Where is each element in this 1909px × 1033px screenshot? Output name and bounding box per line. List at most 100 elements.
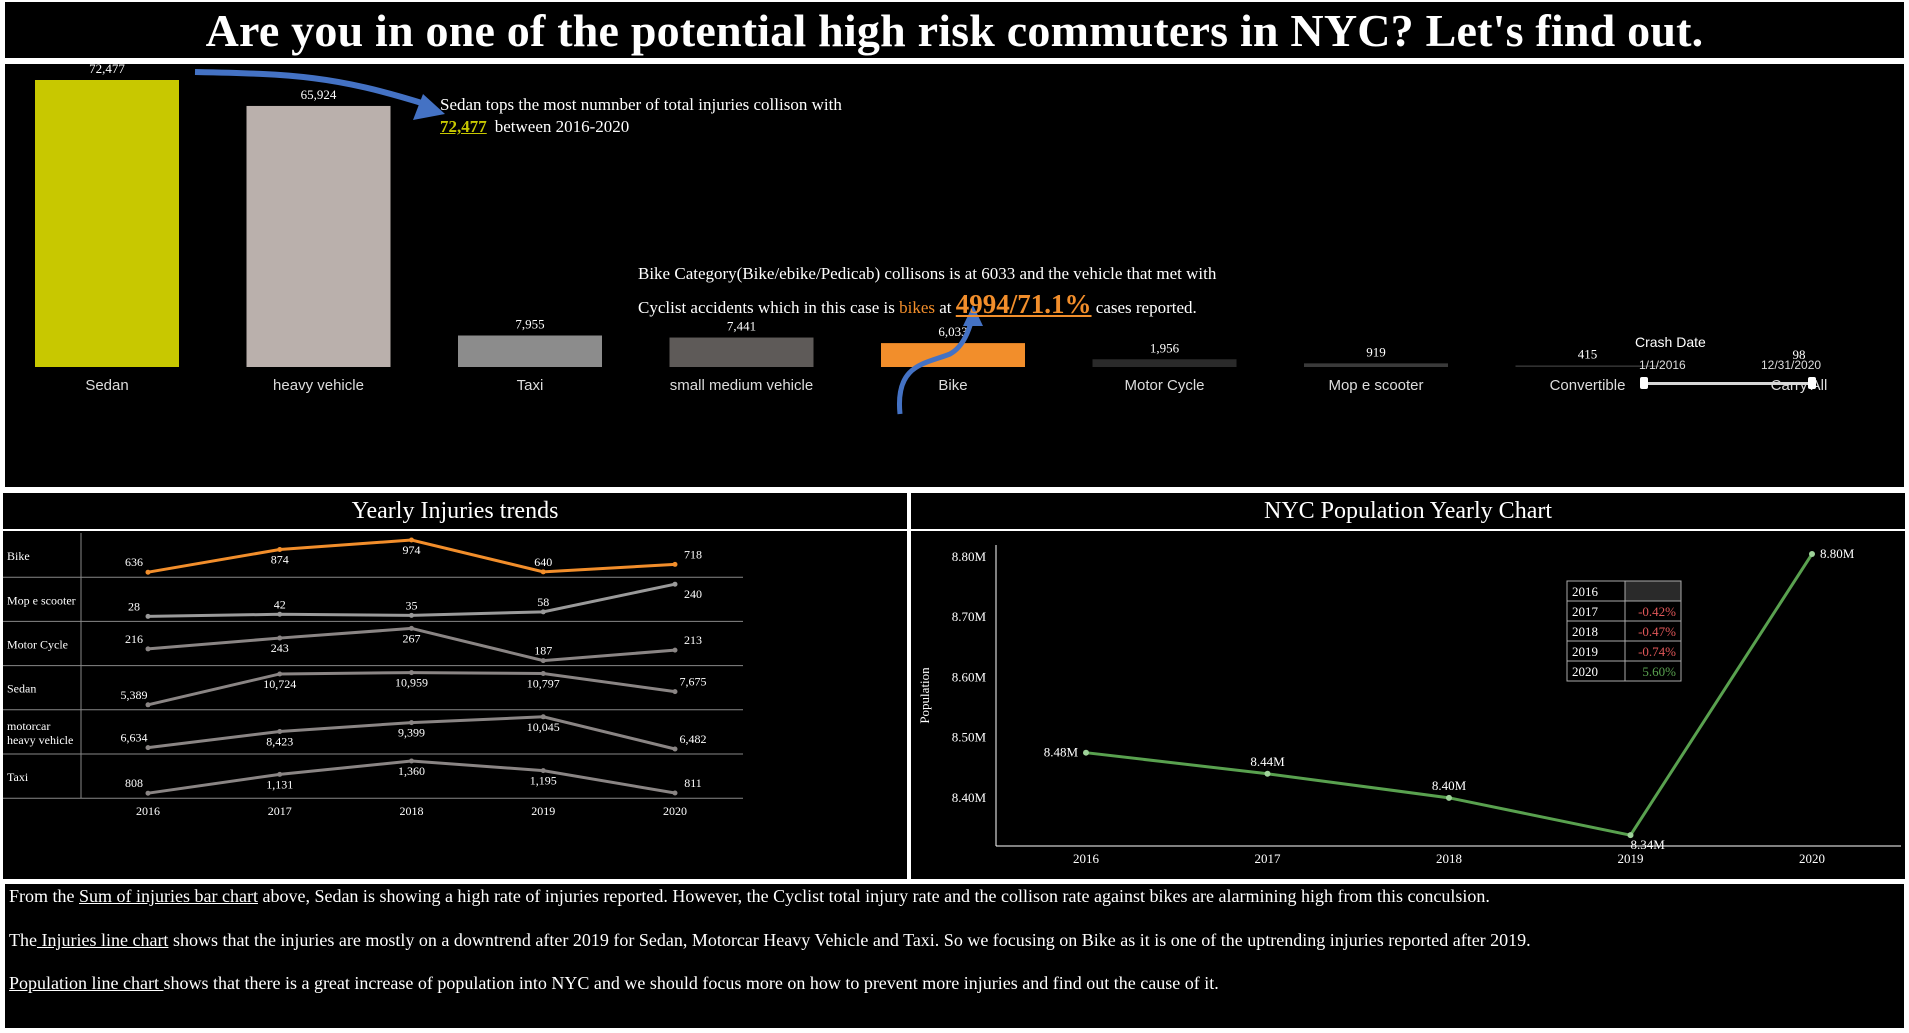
point-motor-cycle-2018[interactable]: [409, 625, 414, 631]
dashboard-title: Are you in one of the potential high ris…: [205, 4, 1704, 56]
population-y-tick: 8.50M: [952, 730, 987, 745]
point-label-mop-e-scooter-2016: 28: [128, 599, 140, 613]
point-bike-2019[interactable]: [540, 569, 546, 575]
bar-sedan[interactable]: [35, 80, 179, 367]
bar-small-medium-vehicle[interactable]: [669, 337, 814, 367]
point-label-motorcar-heavy-vehicle-2019: 10,045: [527, 720, 560, 734]
population-point-2019[interactable]: [1627, 832, 1634, 839]
point-label-motor-cycle-2020: 213: [684, 633, 702, 647]
bar-mop-e-scooter[interactable]: [1304, 363, 1448, 367]
point-label-motorcar-heavy-vehicle-2017: 8,423: [266, 734, 293, 748]
bar-value-label-carry-all: 98: [1793, 347, 1806, 362]
row-label-taxi: Taxi: [7, 770, 29, 784]
bar-category-label-heavy-vehicle: heavy vehicle: [273, 377, 364, 394]
point-label-motor-cycle-2017: 243: [271, 641, 289, 655]
point-mop-e-scooter-2019[interactable]: [540, 609, 546, 615]
crash-date-slider-start-handle[interactable]: [1640, 377, 1648, 389]
population-y-tick: 8.40M: [952, 790, 987, 805]
summary-p1-text-b: above, Sedan is showing a high rate of i…: [257, 886, 1490, 906]
point-taxi-2020[interactable]: [672, 790, 678, 796]
injuries-bar-chart: 72,477 Sedan 65,924 heavy vehicle 7,955 Taxi 7…: [35, 64, 1871, 415]
point-sedan-2019[interactable]: [540, 671, 546, 677]
point-motor-cycle-2016[interactable]: [145, 646, 151, 652]
population-y-axis-label: Population: [917, 667, 932, 724]
point-sedan-2020[interactable]: [672, 689, 678, 695]
crash-date-filter[interactable]: Crash Date 1/1/2016 12/31/2020: [1627, 334, 1837, 404]
population-chart: 8.40M 8.50M 8.60M 8.70M 8.80M Population 8.48M…: [917, 545, 1901, 866]
population-line[interactable]: [1085, 553, 1814, 837]
summary-paragraph-3: Population line chart shows that there i…: [9, 973, 1219, 994]
point-bike-2016[interactable]: [145, 569, 151, 575]
population-point-2020[interactable]: [1809, 551, 1815, 558]
change-table-year-2019: 2019: [1572, 644, 1598, 659]
point-sedan-2016[interactable]: [145, 702, 151, 708]
row-label-mop-e-scooter: Mop e scooter: [7, 593, 76, 607]
point-bike-2017[interactable]: [277, 547, 283, 553]
point-bike-2020[interactable]: [672, 561, 678, 567]
bike-annotation-word: bikes: [899, 298, 935, 317]
point-label-bike-2016: 636: [125, 555, 143, 569]
bar-value-label-mop-e-scooter: 919: [1366, 344, 1386, 359]
population-label-2016: 8.48M: [1044, 745, 1079, 760]
point-label-motorcar-heavy-vehicle-2018: 9,399: [398, 726, 425, 740]
point-sedan-2017[interactable]: [277, 671, 283, 677]
point-label-sedan-2020: 7,675: [680, 675, 707, 689]
point-motorcar-heavy-vehicle-2017[interactable]: [277, 728, 283, 734]
bar-category-label-motor-cycle: Motor Cycle: [1124, 377, 1204, 394]
row-label-bike: Bike: [7, 549, 30, 563]
bar-category-label-mop-e-scooter: Mop e scooter: [1328, 377, 1423, 394]
point-motorcar-heavy-vehicle-2020[interactable]: [672, 746, 678, 752]
point-mop-e-scooter-2020[interactable]: [672, 581, 678, 587]
change-table-value-2020: 5.60%: [1642, 664, 1676, 679]
summary-bar-chart-link[interactable]: Sum of injuries bar chart: [79, 886, 258, 906]
point-bike-2018[interactable]: [409, 537, 414, 543]
x-tick-2016: 2016: [136, 804, 160, 818]
population-point-2016[interactable]: [1083, 749, 1089, 756]
point-motor-cycle-2019[interactable]: [540, 658, 546, 664]
yearly-injuries-title: Yearly Injuries trends: [3, 493, 907, 531]
bar-motor-cycle[interactable]: [1092, 359, 1237, 367]
row-label-motorcar-heavy-vehicle: heavy vehicle: [7, 733, 73, 747]
point-motor-cycle-2020[interactable]: [672, 647, 678, 653]
point-sedan-2018[interactable]: [409, 670, 414, 676]
x-tick-2019: 2019: [531, 804, 555, 818]
point-taxi-2017[interactable]: [277, 771, 283, 777]
population-x-tick-2020: 2020: [1799, 851, 1825, 866]
point-mop-e-scooter-2018[interactable]: [409, 612, 414, 618]
point-motorcar-heavy-vehicle-2019[interactable]: [540, 714, 546, 720]
bar-taxi[interactable]: [458, 335, 602, 367]
point-taxi-2016[interactable]: [145, 790, 151, 796]
crash-date-slider-track[interactable]: [1643, 382, 1815, 385]
population-point-2018[interactable]: [1446, 794, 1452, 801]
population-title: NYC Population Yearly Chart: [911, 493, 1905, 531]
bike-callout-arrow: [896, 315, 976, 415]
change-table-value-2017: -0.42%: [1638, 604, 1676, 619]
bar-convertible[interactable]: [1515, 365, 1660, 367]
point-taxi-2019[interactable]: [540, 768, 546, 774]
point-motorcar-heavy-vehicle-2018[interactable]: [409, 720, 414, 726]
point-motorcar-heavy-vehicle-2016[interactable]: [145, 745, 151, 751]
bar-category-label-sedan: Sedan: [85, 377, 128, 394]
population-x-tick-2016: 2016: [1073, 851, 1100, 866]
point-taxi-2018[interactable]: [409, 758, 414, 764]
point-mop-e-scooter-2016[interactable]: [145, 613, 151, 619]
point-motor-cycle-2017[interactable]: [277, 635, 283, 641]
yearly-injuries-panel: Yearly Injuries trends Bike 636 874 974 640 7…: [3, 493, 907, 879]
bar-heavy-vehicle[interactable]: [246, 105, 391, 368]
bar-category-label-convertible: Convertible: [1550, 377, 1626, 394]
bar-value-label-convertible: 415: [1578, 346, 1598, 361]
row-label-motor-cycle: Motor Cycle: [7, 638, 68, 652]
summary-paragraph-1: From the Sum of injuries bar chart above…: [9, 886, 1490, 907]
bar-carry-all[interactable]: [1727, 366, 1871, 367]
point-label-bike-2019: 640: [534, 555, 552, 569]
crash-date-slider-end-handle[interactable]: [1808, 377, 1816, 389]
summary-population-chart-link[interactable]: Population line chart: [9, 973, 164, 993]
bar-category-label-small-medium-vehicle: small medium vehicle: [670, 377, 813, 394]
summary-line-chart-link[interactable]: Injuries line chart: [36, 930, 169, 950]
point-mop-e-scooter-2017[interactable]: [277, 611, 283, 617]
crash-date-end: 12/31/2020: [1761, 358, 1822, 372]
bike-annotation-line2b: cases reported.: [1095, 298, 1197, 317]
bar-value-label-sedan: 72,477: [89, 64, 125, 76]
population-point-2017[interactable]: [1264, 770, 1271, 777]
bar-value-label-motor-cycle: 1,956: [1150, 340, 1180, 355]
